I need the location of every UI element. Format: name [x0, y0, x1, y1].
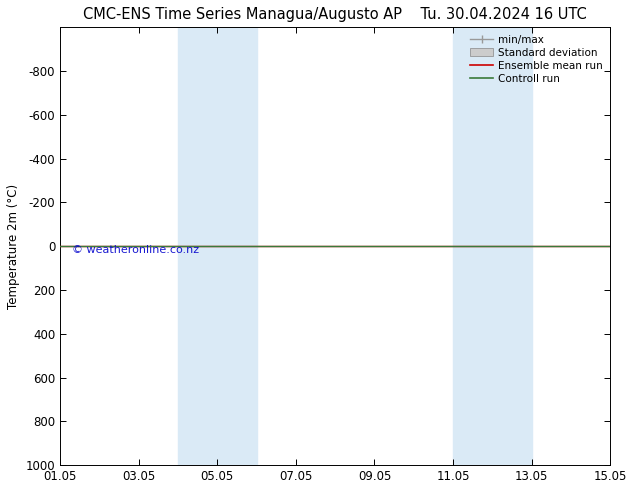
Y-axis label: Temperature 2m (°C): Temperature 2m (°C) [7, 184, 20, 309]
Title: CMC-ENS Time Series Managua/Augusto AP    Tu. 30.04.2024 16 UTC: CMC-ENS Time Series Managua/Augusto AP T… [83, 7, 587, 22]
Bar [178, 27, 257, 465]
Legend: min/max, Standard deviation, Ensemble mean run, Controll run: min/max, Standard deviation, Ensemble me… [468, 32, 605, 86]
Text: © weatheronline.co.nz: © weatheronline.co.nz [72, 245, 199, 255]
Bar [453, 27, 532, 465]
